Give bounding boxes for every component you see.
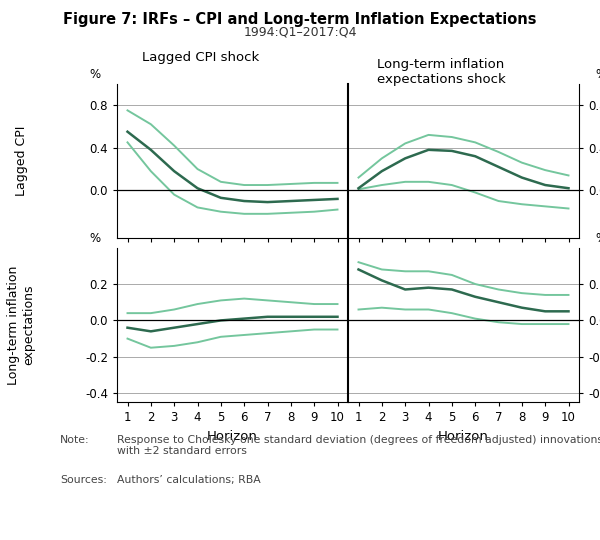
Text: Figure 7: IRFs – CPI and Long-term Inflation Expectations: Figure 7: IRFs – CPI and Long-term Infla… bbox=[63, 12, 537, 27]
Text: Long-term inflation
expectations: Long-term inflation expectations bbox=[7, 265, 35, 384]
Text: Lagged CPI shock: Lagged CPI shock bbox=[142, 51, 260, 64]
Text: Long-term inflation
expectations shock: Long-term inflation expectations shock bbox=[377, 58, 505, 86]
Text: Note:: Note: bbox=[60, 435, 89, 445]
Text: %: % bbox=[89, 68, 100, 80]
Text: Lagged CPI: Lagged CPI bbox=[14, 126, 28, 196]
X-axis label: Horizon: Horizon bbox=[207, 430, 258, 443]
Text: %: % bbox=[596, 232, 600, 245]
Text: %: % bbox=[89, 232, 100, 245]
Text: Sources:: Sources: bbox=[60, 475, 107, 485]
Text: %: % bbox=[596, 68, 600, 80]
Text: 1994:Q1–2017:Q4: 1994:Q1–2017:Q4 bbox=[243, 26, 357, 39]
Text: Authors’ calculations; RBA: Authors’ calculations; RBA bbox=[117, 475, 261, 485]
X-axis label: Horizon: Horizon bbox=[438, 430, 489, 443]
Text: Response to Cholesky one standard deviation (degrees of freedom adjusted) innova: Response to Cholesky one standard deviat… bbox=[117, 435, 600, 456]
